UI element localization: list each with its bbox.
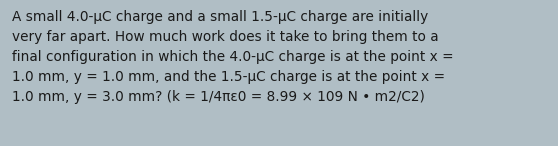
Text: A small 4.0-μC charge and a small 1.5-μC charge are initially
very far apart. Ho: A small 4.0-μC charge and a small 1.5-μC… bbox=[12, 10, 454, 104]
